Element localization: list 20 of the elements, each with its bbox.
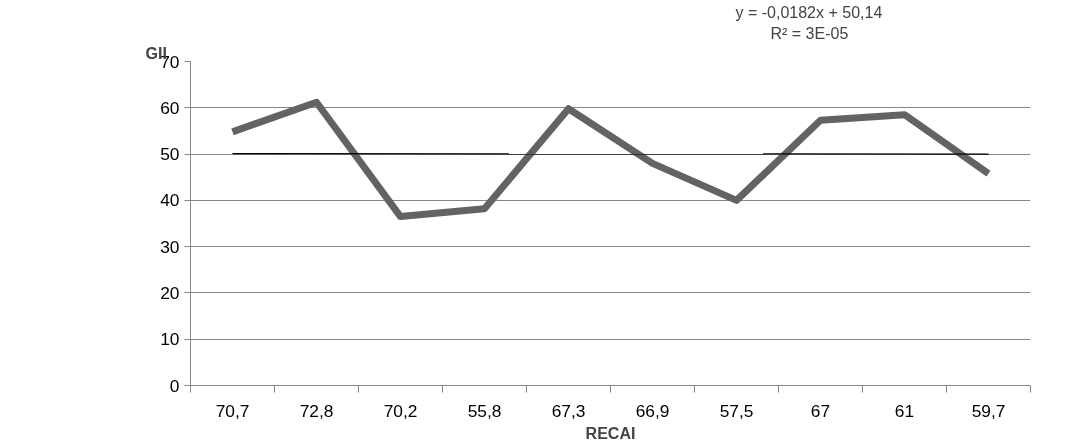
text: R² = 3E-05 [770,24,849,42]
x-tick-label: 67,3 [551,400,586,421]
x-tick-label: 70,7 [215,400,250,421]
text: y = -0,0182x + 50,14 [735,3,883,21]
y-tick-label: 50 [160,144,180,165]
x-tick-label: 57,5 [719,400,754,421]
y-tick-label: 60 [160,97,180,118]
x-tick-label: 70,2 [383,400,418,421]
y-tick-label: 0 [169,375,180,396]
x-tick-label: 61 [894,400,915,421]
x-tick-label: 66,9 [635,400,670,421]
x-axis-title: RECAI [585,424,636,442]
x-tick-label: 55,8 [467,400,502,421]
y-tick-label: 40 [160,190,180,211]
x-tick-label: 59,7 [971,400,1006,421]
x-tick-label: 72,8 [299,400,334,421]
y-tick-label: 20 [160,282,180,303]
y-tick-label: 30 [160,236,180,257]
y-tick-label: 10 [160,329,180,350]
x-tick-label: 67 [810,400,831,421]
